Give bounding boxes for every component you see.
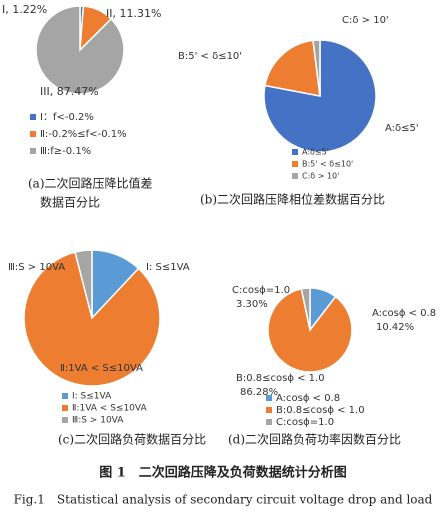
legend-marker <box>292 173 298 179</box>
data-label: B:5' < δ≤10' <box>178 51 242 62</box>
legend-marker <box>266 395 272 401</box>
legend-marker <box>266 407 272 413</box>
panel-caption: (a)二次回路压降比值差 <box>28 176 153 191</box>
pie-slice <box>23 251 161 387</box>
legend-label: Ⅰ: S≤1VA <box>72 392 112 402</box>
pie-slice <box>264 39 321 97</box>
legend-marker <box>62 405 68 411</box>
legend-label: A:cosϕ < 0.8 <box>276 393 340 404</box>
data-label: 10.42% <box>376 322 414 333</box>
data-label: A:δ≤5' <box>385 123 419 134</box>
figure-title: 图 1 二次回路压降及负荷数据统计分析图 <box>99 465 347 481</box>
data-label: II, 11.31% <box>106 7 161 20</box>
panel-caption: (b)二次回路压降相位差数据百分比 <box>200 192 385 207</box>
legend-marker <box>292 149 298 155</box>
data-label: A:cosϕ < 0.8 <box>372 308 436 319</box>
legend-label: A:δ≤5' <box>302 148 329 157</box>
legend-label: Ⅱ:1VA < S≤10VA <box>72 404 147 414</box>
pie-slice <box>263 39 377 153</box>
data-label: 86.28% <box>240 387 278 398</box>
data-label: Ⅰ: S≤1VA <box>146 262 190 273</box>
legend-marker <box>266 419 272 425</box>
data-label: B:0.8≤cosϕ < 1.0 <box>236 373 325 384</box>
pie-slice <box>300 287 311 331</box>
figure-title-en: Fig.1 Statistical analysis of secondary … <box>14 493 433 507</box>
legend-label: B:5' < δ≤10' <box>302 160 353 169</box>
data-label: Ⅲ:S > 10VA <box>8 262 65 273</box>
legend-label: Ⅰ：f<-0.2% <box>40 112 94 123</box>
data-label: I, 1.22% <box>2 3 47 16</box>
data-label: Ⅱ:1VA < S≤10VA <box>60 363 143 374</box>
panel-caption: (c)二次回路负荷数据百分比 <box>58 432 206 447</box>
pie-slice <box>74 249 93 319</box>
panel-caption: (d)二次回路负荷功率因数百分比 <box>228 432 401 447</box>
legend-label: Ⅱ:-0.2%≤f<-0.1% <box>40 129 127 140</box>
panel-caption: 数据百分比 <box>40 195 100 210</box>
legend-label: Ⅲ:f≥-0.1% <box>40 146 91 157</box>
data-label: C:cosϕ=1.0 <box>232 285 290 296</box>
legend-marker <box>30 148 36 154</box>
data-label: C:δ > 10' <box>342 15 389 26</box>
legend-label: Ⅲ:S > 10VA <box>72 416 124 426</box>
pie-slice <box>35 5 125 95</box>
data-label: III, 87.47% <box>40 85 99 98</box>
legend-marker <box>30 114 36 120</box>
legend-marker <box>30 131 36 137</box>
legend-label: C:cosϕ=1.0 <box>276 417 334 428</box>
legend-label: B:0.8≤cosϕ < 1.0 <box>276 405 365 416</box>
legend-marker <box>292 161 298 167</box>
pie-slice <box>267 288 353 373</box>
data-label: 3.30% <box>236 299 268 310</box>
legend-marker <box>62 393 68 399</box>
legend-marker <box>62 417 68 423</box>
pie-slice <box>312 39 321 97</box>
legend-label: C:δ > 10' <box>302 172 339 181</box>
